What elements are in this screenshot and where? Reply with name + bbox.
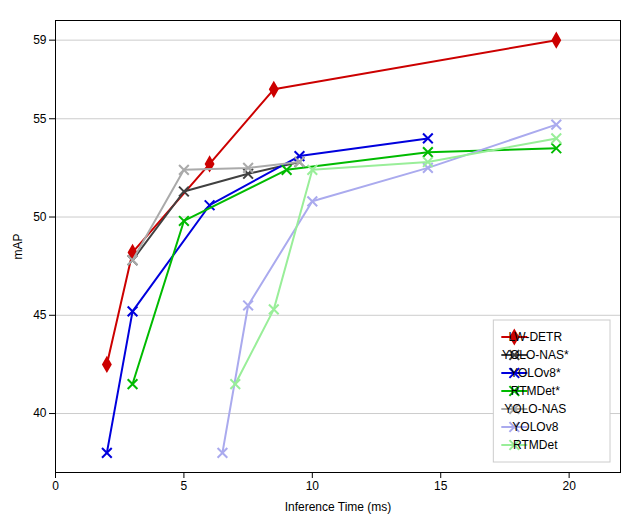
svg-text:45: 45 xyxy=(33,308,47,322)
svg-text:50: 50 xyxy=(33,210,47,224)
svg-text:5: 5 xyxy=(181,479,188,493)
svg-text:0: 0 xyxy=(52,479,59,493)
svg-text:20: 20 xyxy=(562,479,576,493)
svg-text:YOLO-NAS*: YOLO-NAS* xyxy=(502,348,569,362)
svg-text:55: 55 xyxy=(33,112,47,126)
svg-text:YOLOv8*: YOLOv8* xyxy=(510,366,561,380)
svg-text:10: 10 xyxy=(306,479,320,493)
svg-text:RTMDet: RTMDet xyxy=(513,438,558,452)
svg-text:LW-DETR: LW-DETR xyxy=(509,330,563,344)
svg-text:40: 40 xyxy=(33,406,47,420)
svg-text:RTMDet*: RTMDet* xyxy=(511,384,560,398)
svg-text:59: 59 xyxy=(33,33,47,47)
svg-text:15: 15 xyxy=(434,479,448,493)
svg-text:YOLOv8: YOLOv8 xyxy=(512,420,558,434)
svg-text:YOLO-NAS: YOLO-NAS xyxy=(504,402,566,416)
svg-text:mAP: mAP xyxy=(11,233,25,259)
svg-text:Inference Time (ms): Inference Time (ms) xyxy=(285,500,392,514)
